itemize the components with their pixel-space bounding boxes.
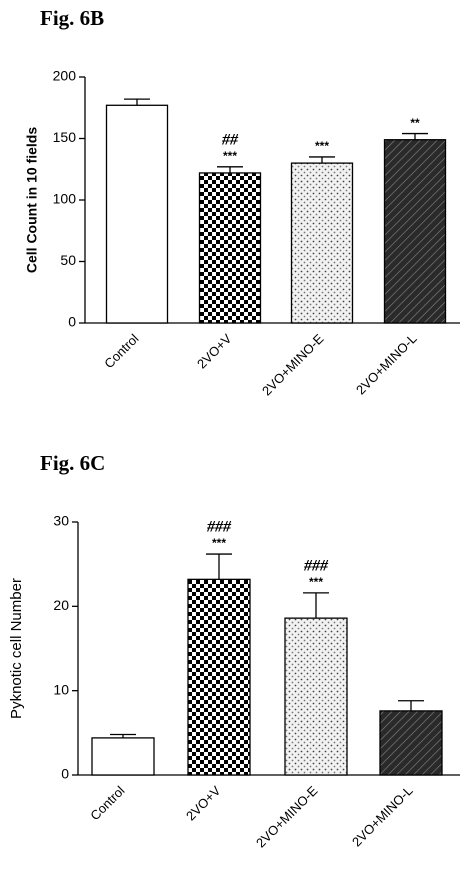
y-tick-label: 200 [53, 68, 77, 84]
significance-label: *** [223, 149, 237, 163]
significance-label: ### [206, 519, 232, 536]
y-tick-label: 0 [61, 766, 69, 782]
chart: Fig. 6B Cell Count in 10 fields 0 50 100 150 2… [24, 6, 460, 399]
chart: Fig. 6C Pyknotic cell Number 0 10 20 30 Contro… [8, 451, 460, 851]
bar [198, 172, 262, 324]
bar [187, 578, 251, 776]
y-axis-label: Cell Count in 10 fields [24, 127, 40, 273]
bar [105, 104, 169, 324]
bar [383, 139, 447, 324]
bar [284, 617, 348, 776]
x-tick-label: Control [101, 331, 141, 371]
chart-title: Fig. 6C [40, 451, 105, 475]
bar [290, 162, 354, 324]
chart-title: Fig. 6B [40, 6, 104, 30]
x-tick-label: 2VO+MINO-E [253, 783, 321, 851]
bar [91, 737, 155, 776]
y-axis-label: Pyknotic cell Number [8, 578, 25, 719]
y-tick-label: 30 [53, 513, 69, 529]
y-tick-label: 20 [53, 597, 69, 613]
significance-label: ## [221, 131, 239, 148]
y-tick-label: 0 [68, 314, 76, 330]
significance-label: *** [212, 536, 226, 550]
y-tick-label: 50 [60, 252, 76, 268]
x-tick-label: 2VO+MINO-L [349, 783, 416, 850]
x-tick-label: 2VO+MINO-L [353, 331, 420, 398]
y-tick-label: 100 [53, 191, 77, 207]
y-tick-label: 150 [53, 129, 77, 145]
significance-label: *** [309, 575, 323, 589]
x-tick-label: 2VO+V [194, 331, 235, 372]
significance-label: ### [303, 558, 329, 575]
significance-label: ** [410, 116, 420, 130]
bar [379, 710, 443, 776]
x-tick-label: 2VO+V [183, 783, 224, 824]
y-tick-label: 10 [53, 681, 69, 697]
x-tick-label: Control [87, 783, 127, 823]
significance-label: *** [315, 139, 329, 153]
x-tick-label: 2VO+MINO-E [259, 331, 327, 399]
